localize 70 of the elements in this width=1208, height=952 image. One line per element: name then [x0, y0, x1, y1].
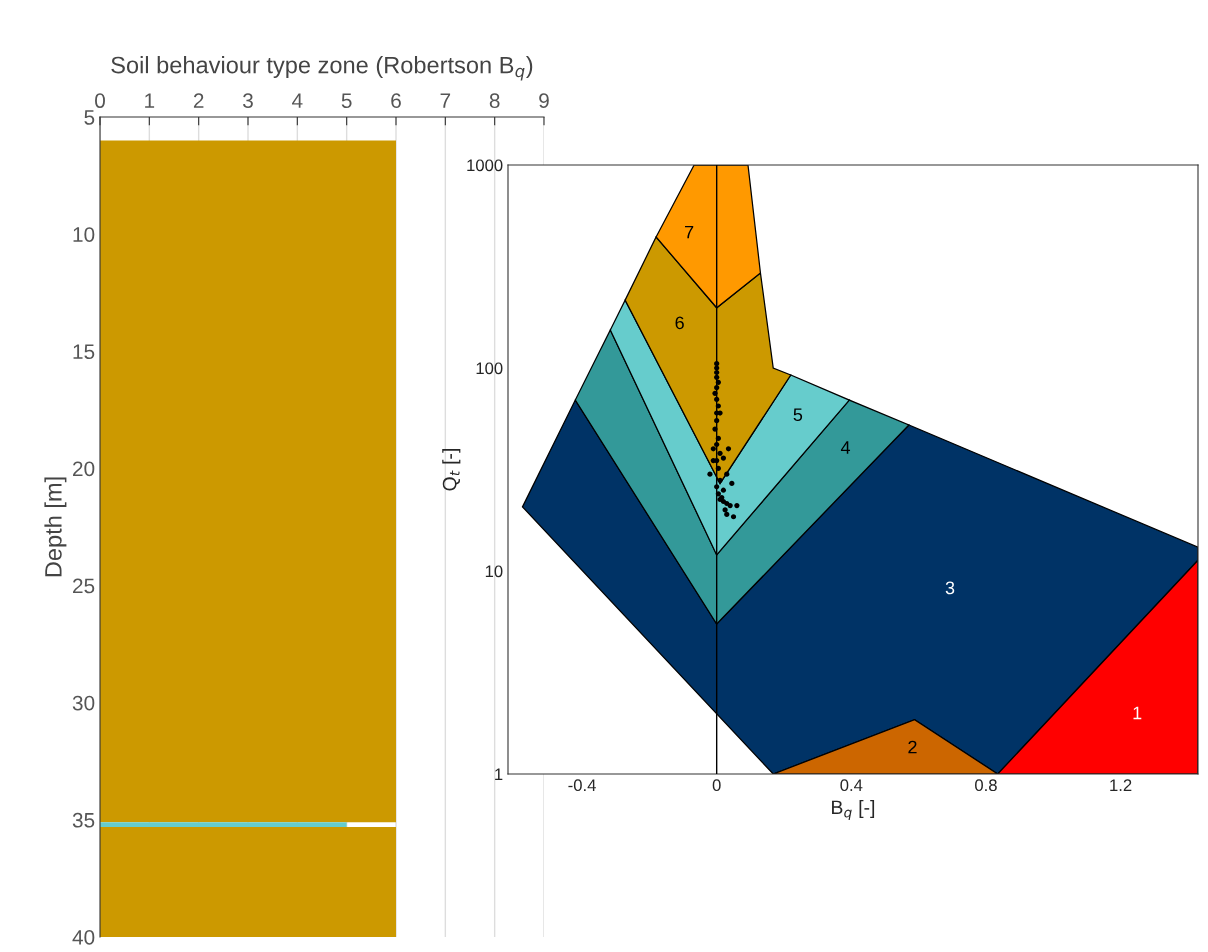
point	[724, 511, 730, 518]
series-label: 6	[675, 316, 684, 330]
point	[715, 491, 721, 497]
x-tick-label: 9	[539, 93, 549, 109]
y-tick-label: 30	[72, 695, 95, 711]
y-tick-label: 40	[72, 930, 95, 945]
point	[714, 361, 720, 367]
point	[710, 446, 716, 452]
point	[715, 435, 721, 441]
series-label: 1	[1133, 706, 1142, 720]
x-tick-label: -0.4	[568, 779, 596, 792]
y-axis-title: Q$_{t}$ [-]	[442, 449, 461, 491]
point	[714, 374, 720, 380]
series-label: 3	[945, 581, 955, 595]
x-tick-label: 8	[489, 93, 500, 109]
y-tick-label: 10	[73, 227, 95, 242]
point	[717, 477, 723, 483]
point	[714, 365, 720, 371]
point	[714, 418, 720, 424]
point	[712, 426, 718, 432]
point	[727, 502, 733, 509]
y-tick-label: 100	[476, 362, 503, 375]
y-tick-label: 5	[84, 110, 95, 125]
point	[714, 441, 720, 448]
x-tick-label: 2	[193, 93, 204, 108]
point	[730, 514, 737, 520]
point	[717, 450, 723, 456]
point	[714, 484, 720, 490]
point	[714, 396, 720, 403]
series-label: 7	[685, 225, 694, 239]
x-tick-label: 3	[243, 93, 253, 109]
x-axis-title: Soil behaviour type zone (Robertson B$_{q}$)	[111, 56, 533, 81]
point	[715, 379, 721, 385]
y-axis-title: Depth [m]	[44, 477, 67, 577]
y-tick-label: 35	[72, 812, 95, 828]
x-tick-label: 0	[712, 779, 721, 792]
point	[714, 385, 720, 391]
x-tick-label: 1	[145, 93, 155, 108]
x-tick-label: 0	[95, 93, 105, 109]
y-tick-label: 15	[73, 344, 95, 360]
point	[725, 446, 732, 452]
x-tick-label: 0.4	[840, 779, 863, 792]
x-tick-label: 7	[440, 93, 451, 108]
point	[720, 487, 727, 493]
series-label: 5	[793, 408, 803, 422]
x-tick-label: 5	[341, 93, 352, 109]
x-tick-label: 6	[391, 93, 401, 109]
y-tick-label: 20	[73, 461, 95, 477]
point	[707, 471, 713, 477]
point	[724, 500, 730, 507]
x-tick-label: 0.8	[975, 779, 997, 792]
point	[715, 465, 721, 472]
y-tick-label: 1000	[467, 159, 503, 172]
x-tick-label: 4	[292, 93, 303, 108]
point	[714, 369, 720, 376]
point	[734, 502, 740, 509]
point	[712, 390, 718, 396]
point	[724, 471, 730, 477]
x-tick-label: 1.2	[1110, 779, 1132, 791]
x-axis-title: B$_{q}$ [-]	[832, 799, 875, 821]
y-tick-label: 10	[485, 565, 503, 578]
point	[710, 457, 716, 464]
series-label: 4	[840, 441, 851, 454]
y-tick-label: 25	[73, 578, 95, 594]
point	[720, 455, 727, 461]
point	[729, 480, 735, 487]
point	[722, 507, 728, 513]
series-label: 2	[908, 740, 917, 754]
y-tick-label: 1	[495, 768, 503, 781]
point	[715, 403, 721, 409]
